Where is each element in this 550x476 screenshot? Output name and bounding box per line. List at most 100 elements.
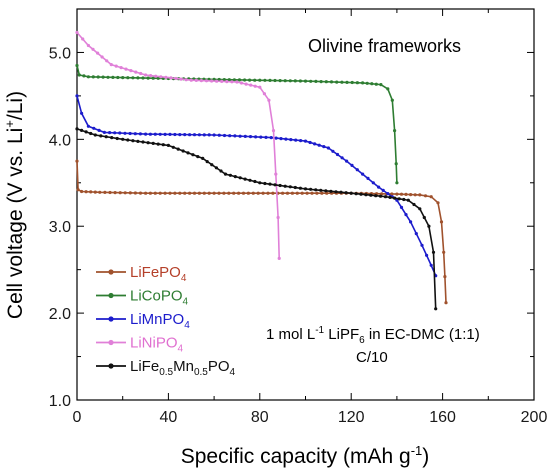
data-point xyxy=(434,307,438,311)
data-point xyxy=(222,133,227,138)
data-point xyxy=(420,243,424,247)
data-point xyxy=(436,201,440,205)
data-point xyxy=(274,172,278,176)
legend-label: LiMnPO4 xyxy=(130,311,190,331)
data-point xyxy=(166,143,170,147)
data-point xyxy=(313,142,317,146)
data-point xyxy=(340,156,344,160)
data-point xyxy=(113,131,117,135)
data-point xyxy=(105,59,109,63)
y-tick-label: 4.0 xyxy=(49,132,71,149)
data-point xyxy=(183,133,187,137)
data-point xyxy=(355,168,359,172)
data-point xyxy=(374,194,378,198)
data-point xyxy=(267,98,271,102)
data-point xyxy=(159,75,163,79)
data-point xyxy=(288,79,292,83)
data-point xyxy=(402,197,406,202)
data-point xyxy=(335,152,340,157)
data-point xyxy=(212,191,216,195)
data-point xyxy=(201,156,205,160)
data-point xyxy=(359,192,363,196)
data-point xyxy=(278,183,282,188)
data-point xyxy=(133,191,137,195)
data-point xyxy=(254,135,258,139)
data-point xyxy=(173,132,177,137)
data-point xyxy=(217,77,221,82)
data-point xyxy=(263,181,267,186)
data-point xyxy=(379,194,383,198)
data-point xyxy=(283,79,287,83)
data-point xyxy=(380,192,384,196)
data-point xyxy=(214,166,218,170)
data-point xyxy=(115,136,119,141)
data-point xyxy=(205,160,209,164)
data-point xyxy=(349,191,353,195)
data-point xyxy=(354,192,358,196)
data-point xyxy=(80,111,84,115)
series-markers-life0-5mn0-5po4 xyxy=(75,127,438,311)
data-point xyxy=(97,128,101,132)
data-point xyxy=(303,187,308,191)
data-point xyxy=(77,73,81,77)
x-tick-label: 0 xyxy=(73,409,82,426)
data-point xyxy=(269,136,273,140)
data-point xyxy=(274,136,278,140)
data-point xyxy=(118,131,122,135)
data-point xyxy=(144,132,148,136)
data-point xyxy=(121,137,125,141)
data-point xyxy=(113,191,117,195)
data-point xyxy=(237,78,242,82)
data-point xyxy=(325,191,329,195)
data-point xyxy=(381,188,385,192)
data-point xyxy=(92,126,96,130)
data-point xyxy=(84,190,88,194)
data-point xyxy=(397,197,401,201)
data-point xyxy=(123,131,127,135)
data-point xyxy=(223,172,228,176)
data-point xyxy=(246,191,250,195)
data-point xyxy=(399,205,404,209)
data-point xyxy=(386,192,390,196)
data-point xyxy=(253,84,257,88)
data-point xyxy=(191,153,195,157)
data-point xyxy=(399,192,404,196)
data-point xyxy=(379,83,383,87)
data-point xyxy=(110,136,114,140)
data-point xyxy=(219,169,223,173)
series-markers-linipo4 xyxy=(75,30,281,260)
data-point xyxy=(364,193,368,197)
data-point xyxy=(80,189,84,194)
data-point xyxy=(188,133,192,137)
data-point xyxy=(418,193,422,197)
data-point xyxy=(273,183,277,187)
data-point xyxy=(271,129,276,133)
axis-ticks xyxy=(76,9,535,401)
data-point xyxy=(93,190,97,194)
electrolyte-annotation: 1 mol L-1 LiPF6 in EC-DMC (1:1) xyxy=(266,325,480,346)
data-point xyxy=(124,67,128,71)
x-tick-label: 40 xyxy=(160,409,178,426)
data-point xyxy=(151,141,155,145)
data-point xyxy=(258,85,262,89)
data-point xyxy=(277,256,281,260)
data-point xyxy=(76,188,80,192)
data-point xyxy=(168,132,172,136)
data-point xyxy=(409,193,413,197)
data-point xyxy=(126,138,130,142)
data-point xyxy=(258,78,262,82)
data-point xyxy=(164,75,168,79)
data-point xyxy=(119,66,123,70)
data-point xyxy=(371,181,375,185)
data-point xyxy=(131,139,135,143)
data-point xyxy=(374,82,378,86)
data-point xyxy=(268,182,272,186)
data-point xyxy=(315,191,319,195)
data-point xyxy=(194,78,198,82)
data-point xyxy=(228,173,232,177)
data-point xyxy=(104,135,108,139)
data-point xyxy=(393,196,397,200)
data-point xyxy=(251,191,255,195)
data-point xyxy=(93,133,97,137)
data-point xyxy=(414,232,418,236)
